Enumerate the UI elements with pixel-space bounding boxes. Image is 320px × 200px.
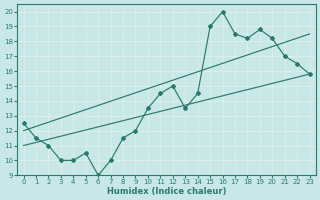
- X-axis label: Humidex (Indice chaleur): Humidex (Indice chaleur): [107, 187, 226, 196]
